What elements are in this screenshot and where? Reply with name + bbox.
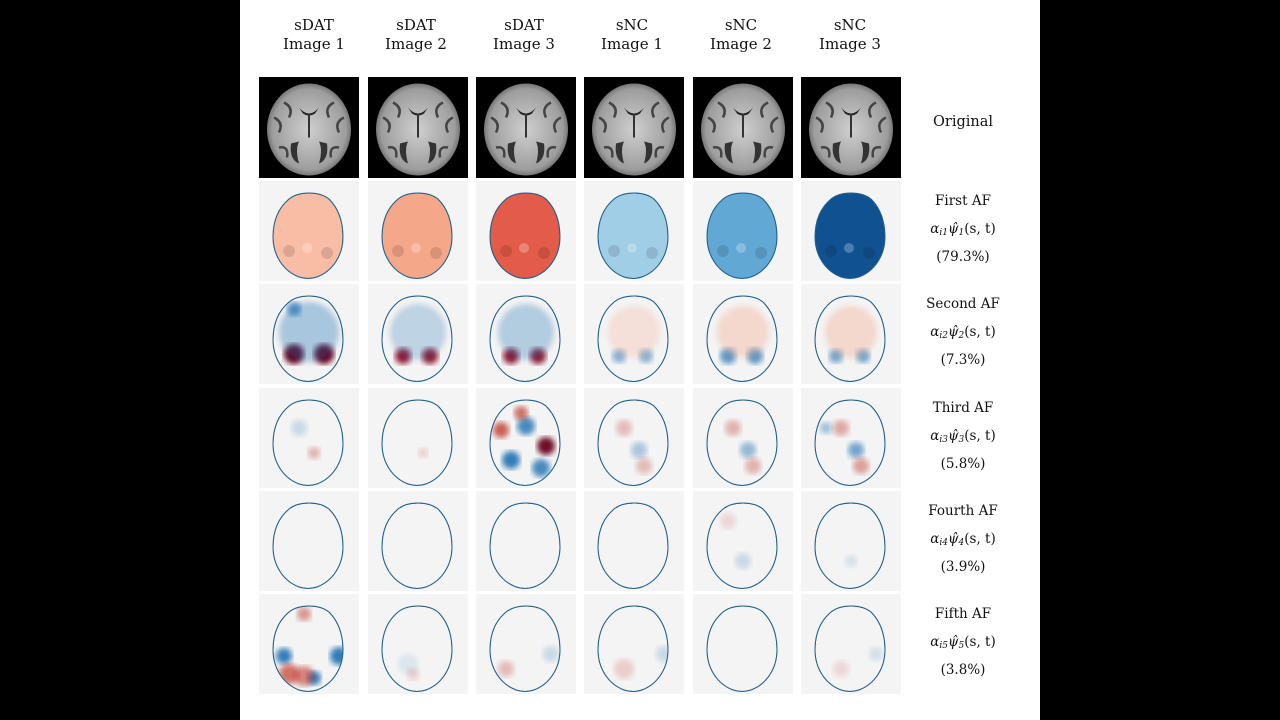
af-variance: (5.8%)	[940, 456, 986, 472]
af-heatmap-panel	[584, 284, 684, 384]
row-label-af: Second AF αi2ψ̂2(s, t) (7.3%)	[908, 290, 1018, 374]
af-heatmap-panel	[801, 181, 901, 281]
column-header-snc-3: sNC Image 3	[819, 16, 881, 53]
column-header-snc-1: sNC Image 1	[601, 16, 663, 53]
figure-page: sDAT Image 1 sDAT Image 2 sDAT Image 3 sNC I…	[240, 0, 1040, 720]
af-heatmap-panel	[584, 388, 684, 488]
af-heatmap-panel	[368, 284, 468, 384]
row-label-af: Third AF αi3ψ̂3(s, t) (5.8%)	[908, 394, 1018, 478]
af-heatmap-panel	[476, 491, 576, 591]
af-variance: (7.3%)	[940, 352, 986, 368]
row-label-af: Fourth AF αi4ψ̂4(s, t) (3.9%)	[908, 497, 1018, 581]
column-header-sdat-1: sDAT Image 1	[283, 16, 345, 53]
original-brain-image	[259, 77, 359, 178]
af-heatmap-panel	[476, 284, 576, 384]
original-brain-image	[368, 77, 468, 178]
af-name: Fourth AF	[928, 503, 998, 519]
af-heatmap-panel	[476, 594, 576, 694]
af-heatmap-panel	[693, 284, 793, 384]
af-heatmap-panel	[693, 491, 793, 591]
af-heatmap-panel	[259, 491, 359, 591]
af-variance: (3.8%)	[940, 662, 986, 678]
af-heatmap-panel	[693, 181, 793, 281]
af-name: Fifth AF	[934, 606, 992, 622]
af-heatmap-panel	[368, 388, 468, 488]
column-header-sdat-2: sDAT Image 2	[385, 16, 447, 53]
row-label-af: First AF αi1ψ̂1(s, t) (79.3%)	[908, 187, 1018, 271]
af-heatmap-panel	[693, 388, 793, 488]
af-name: First AF	[935, 193, 991, 209]
af-heatmap-panel	[368, 491, 468, 591]
af-heatmap-panel	[801, 284, 901, 384]
af-variance: (79.3%)	[936, 249, 990, 265]
af-heatmap-panel	[368, 181, 468, 281]
af-heatmap-panel	[584, 181, 684, 281]
af-heatmap-panel	[801, 491, 901, 591]
af-formula: αi1ψ̂1(s, t)	[930, 221, 996, 238]
af-formula: αi3ψ̂3(s, t)	[930, 428, 996, 445]
af-heatmap-panel	[584, 491, 684, 591]
af-heatmap-panel	[584, 594, 684, 694]
column-header-sdat-3: sDAT Image 3	[493, 16, 555, 53]
af-heatmap-panel	[476, 388, 576, 488]
af-heatmap-panel	[801, 388, 901, 488]
original-brain-image	[801, 77, 901, 178]
af-heatmap-panel	[693, 594, 793, 694]
af-name: Third AF	[932, 400, 994, 416]
af-heatmap-panel	[259, 388, 359, 488]
af-heatmap-panel	[259, 181, 359, 281]
original-brain-image	[476, 77, 576, 178]
af-formula: αi5ψ̂5(s, t)	[930, 634, 996, 651]
af-heatmap-panel	[259, 284, 359, 384]
row-label-original: Original	[933, 114, 993, 130]
af-formula: αi4ψ̂4(s, t)	[930, 531, 996, 548]
column-header-snc-2: sNC Image 2	[710, 16, 772, 53]
af-variance: (3.9%)	[940, 559, 986, 575]
af-heatmap-panel	[476, 181, 576, 281]
af-heatmap-panel	[368, 594, 468, 694]
af-heatmap-panel	[801, 594, 901, 694]
af-heatmap-panel	[259, 594, 359, 694]
original-brain-image	[693, 77, 793, 178]
original-brain-image	[584, 77, 684, 178]
af-name: Second AF	[926, 296, 1000, 312]
row-label-af: Fifth AF αi5ψ̂5(s, t) (3.8%)	[908, 600, 1018, 684]
af-formula: αi2ψ̂2(s, t)	[930, 324, 996, 341]
